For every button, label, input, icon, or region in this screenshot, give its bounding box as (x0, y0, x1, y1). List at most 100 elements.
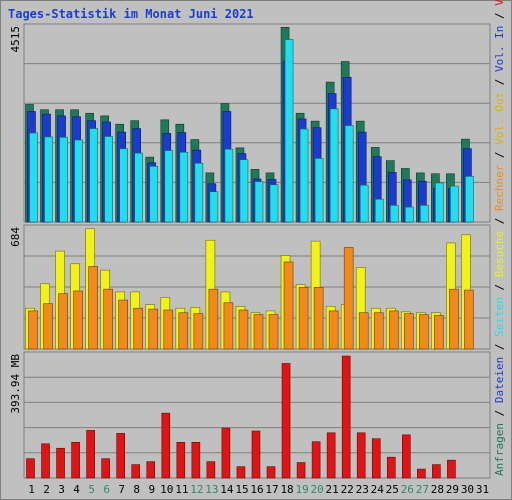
bar-rechner-day-4 (73, 290, 83, 350)
right-legend-label: Anfragen / Dateien / Seiten / Besuche / … (493, 0, 506, 476)
bar-seiten-day-15 (239, 159, 249, 223)
bar-seiten-day-23 (359, 184, 369, 223)
x-tick-label-day-27: 27 (416, 483, 429, 496)
bar-seiten-day-13 (209, 191, 219, 223)
x-tick-label-day-3: 3 (58, 483, 65, 496)
legend-segment: Seiten (493, 297, 506, 337)
bar-seiten-day-5 (89, 128, 98, 223)
legend-segment: / (493, 337, 506, 357)
bar-rechner-day-12 (193, 313, 204, 350)
bar-rechner-day-26 (404, 313, 414, 350)
bar-volumen-day-21 (326, 432, 336, 479)
x-tick-label-day-16: 16 (250, 483, 263, 496)
legend-segment: Rechner (493, 164, 506, 211)
bar-seiten-day-21 (329, 108, 339, 223)
panel-2-ymax-label: 684 (9, 227, 22, 247)
bar-volumen-day-16 (251, 430, 261, 479)
bar-rechner-day-30 (464, 289, 474, 350)
legend-segment: Besuche (493, 231, 506, 277)
legend-segment: Volumen (493, 0, 506, 6)
x-tick-label-day-23: 23 (356, 483, 369, 496)
bar-seiten-day-4 (74, 139, 83, 223)
x-tick-label-day-7: 7 (118, 483, 125, 496)
bar-volumen-day-28 (432, 464, 441, 479)
bar-rechner-day-21 (328, 310, 339, 350)
bar-rechner-day-1 (28, 310, 38, 350)
bar-seiten-day-3 (59, 137, 68, 223)
bar-volumen-day-1 (26, 458, 35, 479)
legend-segment: / (493, 211, 506, 231)
bar-seiten-day-6 (104, 136, 113, 223)
bar-seiten-day-11 (179, 151, 189, 223)
bar-rechner-day-27 (419, 314, 429, 350)
bar-volumen-day-17 (266, 466, 276, 479)
bar-seiten-day-1 (29, 132, 38, 223)
x-tick-label-day-24: 24 (371, 483, 385, 496)
bar-rechner-day-6 (103, 288, 113, 350)
bar-volumen-day-7 (116, 433, 125, 479)
bar-rechner-day-20 (313, 287, 324, 350)
legend-segment: / (493, 6, 506, 26)
x-tick-label-day-11: 11 (175, 483, 188, 496)
x-tick-label-day-30: 30 (461, 483, 474, 496)
bar-volumen-day-29 (447, 459, 456, 479)
bar-rechner-day-10 (163, 309, 174, 350)
bar-rechner-day-5 (88, 266, 98, 350)
bar-seiten-day-17 (269, 184, 279, 223)
x-tick-label-day-17: 17 (265, 483, 278, 496)
bar-volumen-day-6 (101, 458, 110, 479)
bar-seiten-day-14 (224, 148, 234, 223)
bar-rechner-day-17 (268, 314, 279, 350)
legend-segment: / (493, 72, 506, 92)
legend-segment: / (493, 145, 506, 165)
bar-seiten-day-8 (134, 152, 144, 223)
bar-volumen-day-11 (176, 442, 186, 479)
bar-rechner-day-29 (449, 288, 459, 350)
bar-volumen-day-3 (56, 447, 65, 479)
bar-volumen-day-23 (356, 432, 366, 479)
x-tick-label-day-10: 10 (160, 483, 173, 496)
bar-seiten-day-9 (149, 166, 159, 223)
bar-volumen-day-22 (341, 355, 351, 479)
bar-rechner-day-28 (434, 315, 444, 350)
bar-volumen-day-19 (296, 462, 306, 479)
bar-seiten-day-26 (405, 206, 414, 223)
bar-volumen-day-5 (86, 430, 95, 479)
x-tick-label-day-25: 25 (386, 483, 399, 496)
bar-rechner-day-22 (343, 247, 354, 350)
bar-rechner-day-15 (238, 309, 249, 350)
x-tick-label-day-9: 9 (148, 483, 155, 496)
x-tick-label-day-6: 6 (103, 483, 110, 496)
bar-rechner-day-7 (118, 299, 128, 350)
bar-volumen-day-25 (386, 456, 396, 479)
x-tick-label-day-18: 18 (280, 483, 293, 496)
x-tick-label-day-12: 12 (190, 483, 203, 496)
bar-rechner-day-9 (148, 308, 159, 350)
bar-rechner-day-25 (388, 310, 399, 350)
x-tick-label-day-8: 8 (133, 483, 140, 496)
legend-segment: Vol. In (493, 26, 506, 72)
x-tick-label-day-2: 2 (43, 483, 50, 496)
bar-seiten-day-16 (254, 181, 264, 223)
bar-rechner-day-8 (133, 307, 144, 350)
x-tick-label-day-15: 15 (235, 483, 248, 496)
x-tick-label-day-20: 20 (311, 483, 324, 496)
bar-seiten-day-10 (164, 150, 174, 223)
bar-volumen-day-15 (236, 466, 246, 479)
bar-volumen-day-2 (41, 443, 50, 479)
bar-volumen-day-4 (71, 442, 80, 479)
bar-volumen-day-24 (371, 438, 381, 479)
bar-seiten-day-30 (465, 176, 474, 223)
legend-segment: Vol. Out (493, 92, 506, 145)
bar-rechner-day-24 (373, 312, 384, 350)
bar-seiten-day-22 (344, 125, 354, 223)
x-tick-label-day-5: 5 (88, 483, 95, 496)
bar-volumen-day-14 (221, 427, 231, 479)
x-tick-label-day-1: 1 (28, 483, 35, 496)
page-title: Tages-Statistik im Monat Juni 2021 (8, 7, 254, 21)
bar-rechner-day-2 (43, 303, 53, 350)
legend-segment: / (493, 403, 506, 423)
bar-seiten-day-25 (389, 205, 399, 223)
